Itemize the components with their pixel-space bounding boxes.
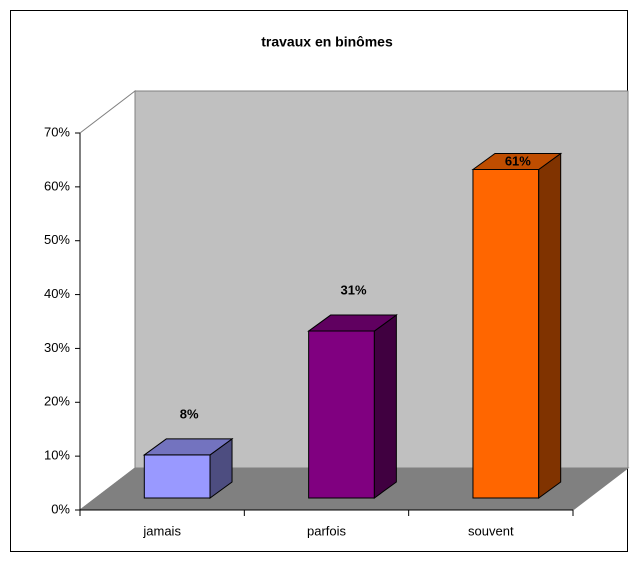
bar-front — [143, 454, 211, 499]
bar-side — [373, 314, 397, 499]
left-wall — [79, 89, 136, 512]
y-tick-label: 20% — [44, 394, 70, 409]
y-tick-label: 50% — [44, 232, 70, 247]
value-label: 61% — [505, 153, 531, 168]
x-tick-label: souvent — [468, 523, 514, 538]
chart-title: travaux en binômes — [261, 34, 393, 50]
bar-top — [471, 152, 563, 170]
x-tick-label: parfois — [307, 523, 347, 538]
bar-side — [538, 152, 562, 499]
bar — [142, 437, 234, 499]
y-tick-label: 70% — [44, 124, 70, 139]
y-tick-label: 40% — [44, 286, 70, 301]
bar-top — [142, 438, 234, 456]
bar-front — [472, 168, 540, 499]
y-tick-label: 0% — [51, 501, 70, 516]
value-label: 31% — [340, 282, 366, 297]
value-label: 8% — [180, 406, 199, 421]
y-tick-label: 10% — [44, 448, 70, 463]
y-tick-label: 30% — [44, 340, 70, 355]
y-tick-label: 60% — [44, 178, 70, 193]
bar — [307, 314, 398, 499]
bar-top — [307, 314, 398, 332]
x-tick-label: jamais — [142, 523, 181, 538]
bar-front — [308, 330, 375, 499]
bar — [471, 152, 563, 499]
